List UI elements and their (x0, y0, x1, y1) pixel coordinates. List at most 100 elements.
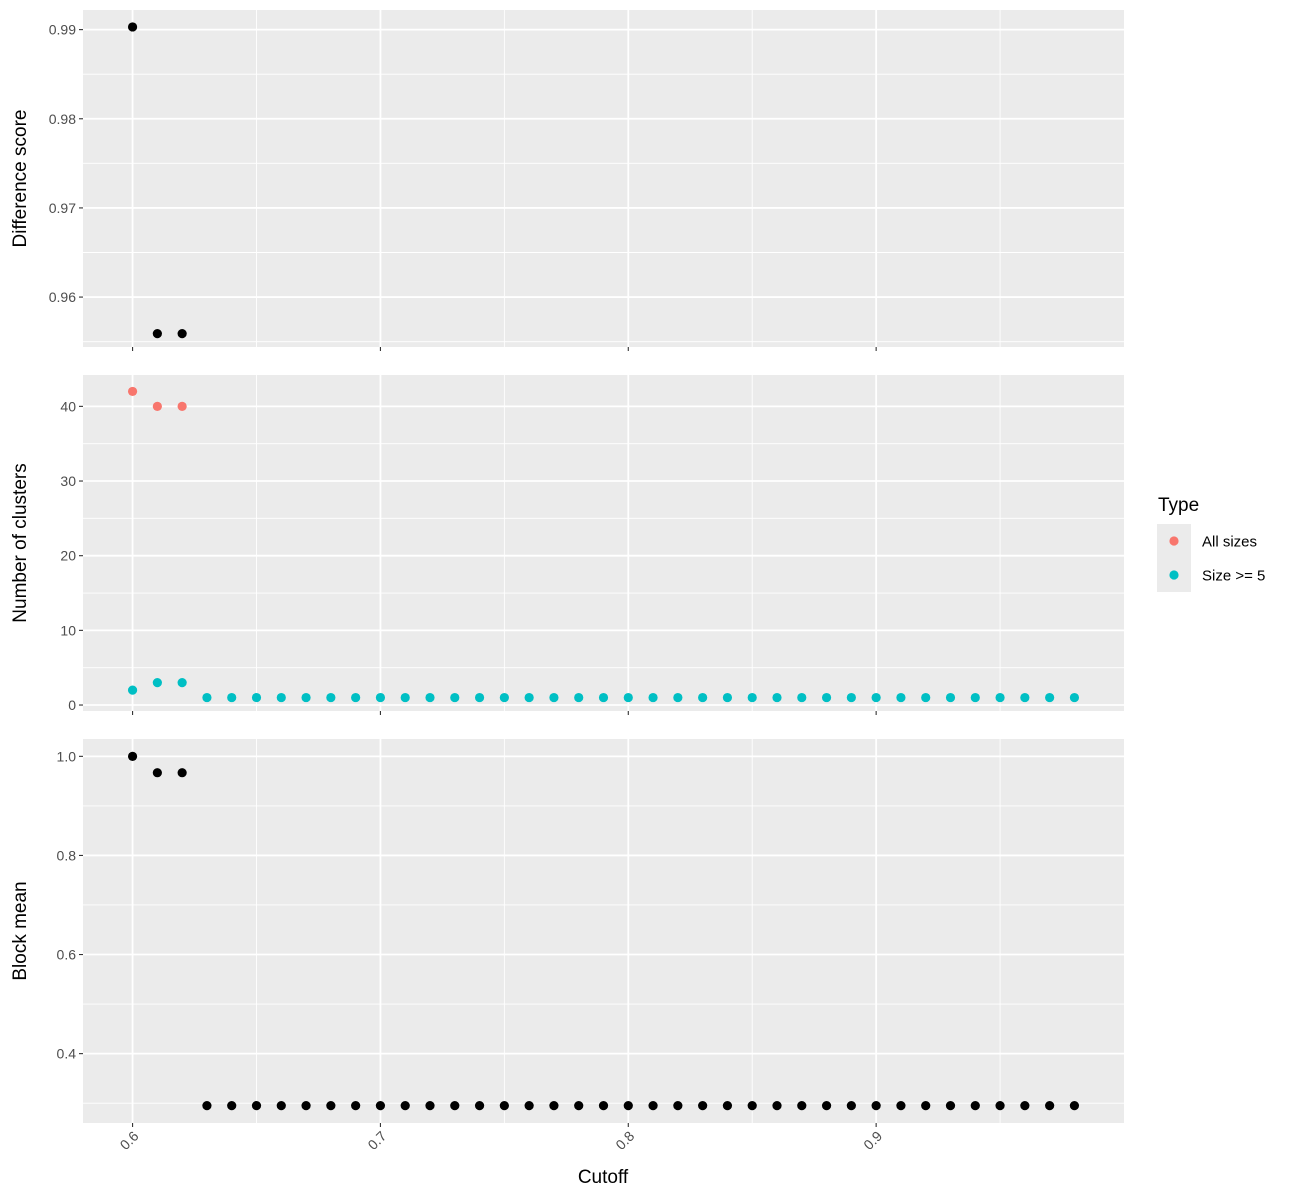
data-point (821, 692, 832, 703)
series-points (127, 751, 1080, 1111)
legend-label: All sizes (1202, 534, 1257, 551)
data-point (648, 1101, 658, 1111)
x-tick-label: 0.8 (612, 1128, 637, 1153)
legend: Type All sizes Size >= 5 (1157, 495, 1265, 592)
data-point (251, 692, 262, 703)
data-point (301, 692, 311, 703)
data-point (227, 1101, 237, 1111)
x-tick-label: 0.9 (860, 1128, 885, 1153)
data-point (871, 1101, 881, 1111)
data-point (127, 685, 138, 695)
data-point (400, 692, 410, 703)
data-point (251, 1101, 262, 1111)
data-point (549, 692, 559, 703)
data-point (202, 692, 212, 703)
data-point (821, 1101, 832, 1111)
y-tick-label: 10 (60, 622, 76, 638)
data-point (896, 1101, 906, 1111)
data-point (425, 692, 435, 703)
data-point (970, 692, 980, 703)
data-point (673, 1101, 683, 1111)
data-point (747, 692, 757, 703)
panel-1: 0.96 0.97 0.98 0.99 Difference score (10, 10, 1124, 351)
y-tick-label: 0.96 (49, 289, 76, 305)
legend-title: Type (1158, 495, 1199, 516)
data-point (425, 1101, 435, 1111)
y-tick-label: 0.8 (57, 847, 77, 863)
data-point (177, 768, 187, 778)
data-point (127, 386, 138, 397)
data-point (524, 692, 534, 703)
y-tick-label: 30 (60, 473, 76, 489)
data-point (351, 692, 361, 703)
data-point (450, 692, 460, 703)
data-point (152, 329, 162, 339)
data-point (276, 692, 286, 703)
legend-label: Size >= 5 (1202, 568, 1265, 585)
data-point (351, 1101, 361, 1111)
data-point (152, 768, 162, 778)
data-point (301, 1101, 311, 1111)
panels-layer: 0.96 0.97 0.98 0.99 Difference score 0 10 20 30 4… (10, 10, 1124, 1153)
panel-3: 0.4 0.6 0.8 1.0 Block mean 0.6 0.7 0.8 0.9 (10, 739, 1124, 1153)
y-tick-label: 0 (68, 697, 76, 713)
data-point (276, 1101, 286, 1111)
data-point (797, 1101, 807, 1111)
data-point (945, 1101, 956, 1111)
legend-entry: All sizes (1157, 524, 1257, 558)
data-point (995, 1101, 1005, 1111)
data-point (574, 1101, 584, 1111)
data-point (1045, 692, 1055, 703)
series-points (127, 386, 187, 411)
data-point (177, 329, 187, 339)
data-point (747, 1101, 757, 1111)
legend-key-point (1169, 570, 1179, 580)
data-point (1020, 692, 1030, 703)
legend-key-point (1169, 536, 1179, 546)
data-point (202, 1101, 212, 1111)
data-point (945, 692, 956, 703)
legend-entries: All sizes Size >= 5 (1157, 524, 1265, 592)
data-point (921, 1101, 931, 1111)
data-point (623, 692, 633, 703)
panel-2: 0 10 20 30 40 Number of clusters (10, 375, 1124, 715)
x-tick-label: 0.6 (117, 1128, 142, 1153)
data-point (896, 692, 906, 703)
legend-entry: Size >= 5 (1157, 558, 1265, 592)
data-point (995, 692, 1005, 703)
data-point (177, 678, 187, 688)
data-point (524, 1101, 534, 1111)
data-point (375, 692, 386, 703)
data-point (474, 692, 485, 703)
data-point (722, 692, 733, 703)
data-point (772, 1101, 782, 1111)
data-point (1045, 1101, 1055, 1111)
data-point (1069, 1101, 1080, 1111)
data-point (549, 1101, 559, 1111)
data-point (673, 692, 683, 703)
y-axis-title: Difference score (10, 110, 31, 248)
y-tick-label: 0.6 (57, 947, 77, 963)
data-point (921, 692, 931, 703)
y-tick-label: 0.97 (49, 200, 76, 216)
data-point (623, 1101, 633, 1111)
data-point (598, 692, 609, 703)
data-point (474, 1101, 485, 1111)
y-tick-label: 1.0 (57, 748, 77, 764)
data-point (326, 1101, 336, 1111)
data-point (574, 692, 584, 703)
data-point (499, 692, 509, 703)
panel-background (83, 375, 1124, 711)
data-point (871, 692, 881, 703)
series-points (127, 22, 187, 339)
y-tick-label: 0.99 (49, 22, 76, 38)
data-point (152, 401, 162, 411)
data-point (127, 751, 138, 761)
y-tick-label: 0.98 (49, 111, 76, 127)
x-tick-label: 0.7 (364, 1128, 389, 1153)
y-tick-label: 0.4 (57, 1046, 77, 1062)
y-tick-label: 20 (60, 548, 76, 564)
data-point (698, 1101, 708, 1111)
data-point (326, 692, 336, 703)
